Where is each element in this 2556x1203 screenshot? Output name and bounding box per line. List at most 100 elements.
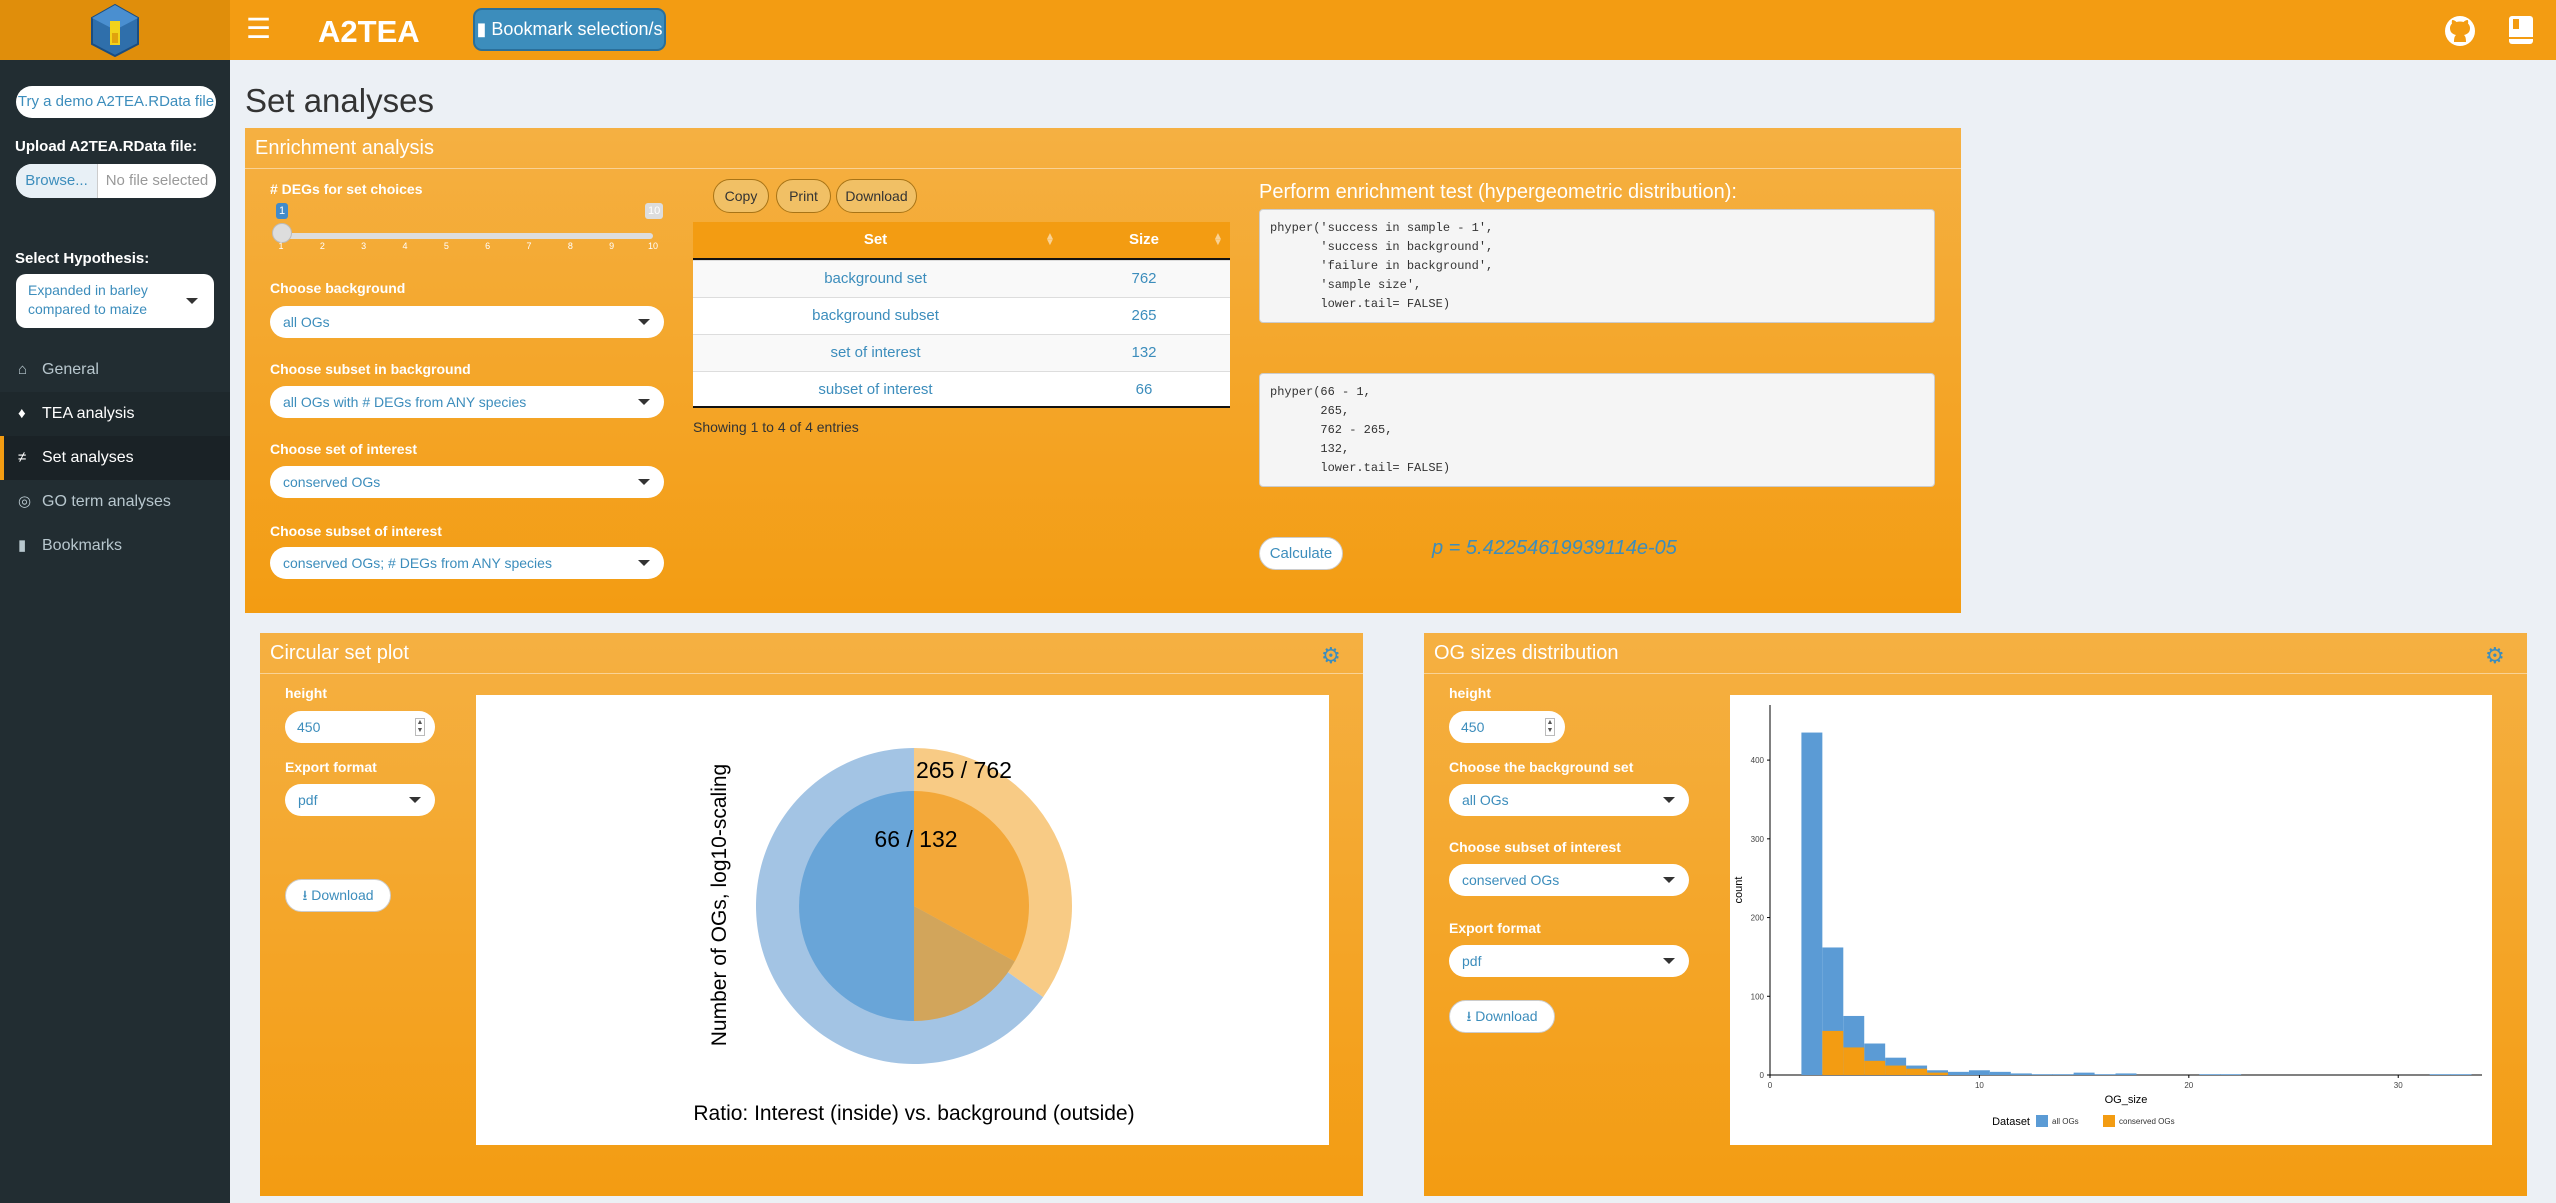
inner-overlap-slice xyxy=(914,906,1015,1021)
box-divider xyxy=(245,168,1961,169)
demo-file-button[interactable]: Try a demo A2TEA.RData file xyxy=(16,86,216,118)
github-icon[interactable] xyxy=(2444,15,2476,47)
box-divider xyxy=(1424,673,2527,674)
chevron-down-icon xyxy=(1663,797,1675,803)
chevron-down-icon xyxy=(638,399,650,405)
column-header-set[interactable]: Set xyxy=(863,231,888,248)
select-value: pdf xyxy=(298,792,318,808)
calculate-button[interactable]: Calculate xyxy=(1259,537,1343,570)
gear-icon[interactable]: ⚙ xyxy=(2485,643,2505,668)
y-tick-label: 200 xyxy=(1751,914,1765,923)
histogram-bar xyxy=(1968,1070,1990,1075)
bookmark-icon: ▮ xyxy=(476,19,487,39)
menu-item-set-analyses[interactable]: ≠ Set analyses xyxy=(0,436,230,480)
column-header-size[interactable]: Size xyxy=(1128,231,1159,248)
circle-caption: Ratio: Interest (inside) vs. background … xyxy=(693,1102,1134,1125)
hypothesis-select[interactable]: Expanded in barley compared to maize xyxy=(16,274,214,328)
og-download-button[interactable]: ⭳ Download xyxy=(1449,1000,1555,1033)
browse-button[interactable]: Browse... xyxy=(16,164,98,198)
slider-track[interactable] xyxy=(281,233,653,239)
chevron-down-icon xyxy=(409,797,421,803)
export-format-select[interactable]: pdf xyxy=(285,784,435,816)
y-axis-label: count xyxy=(1733,877,1745,904)
sidebar-toggle-icon[interactable]: ☰ xyxy=(246,13,272,44)
cell-size: 762 xyxy=(1131,270,1157,287)
a2tea-logo[interactable] xyxy=(88,3,142,57)
degs-slider[interactable]: 1 10 1 2 3 4 5 6 7 8 9 10 xyxy=(270,181,664,251)
select-value: all OGs xyxy=(283,314,330,330)
print-button[interactable]: Print xyxy=(776,179,831,213)
menu-label: GO term analyses xyxy=(42,493,171,510)
subset-background-select[interactable]: all OGs with # DEGs from ANY species xyxy=(270,386,664,418)
slider-tick-label: 5 xyxy=(443,241,449,251)
book-icon: ▮ xyxy=(18,537,27,554)
code-template: phyper('success in sample - 1', 'success… xyxy=(1259,209,1935,323)
select-value: conserved OGs; # DEGs from ANY species xyxy=(283,555,552,571)
download-label: Download xyxy=(1475,1008,1538,1024)
logo-area xyxy=(0,0,230,60)
menu-item-tea-analysis[interactable]: ♦ TEA analysis xyxy=(0,392,230,436)
slider-handle[interactable] xyxy=(272,223,292,243)
code-filled: phyper(66 - 1, 265, 762 - 265, 132, lowe… xyxy=(1259,373,1935,487)
copy-button[interactable]: Copy xyxy=(713,179,769,213)
height-input[interactable]: 450 ▲ ▼ xyxy=(285,711,435,743)
app-title: A2TEA xyxy=(318,14,420,49)
og-export-label: Export format xyxy=(1449,920,1541,936)
legend-title: Dataset xyxy=(1992,1116,2030,1128)
background-label: Choose background xyxy=(270,280,406,296)
table-row: background subset 265 xyxy=(693,297,1230,334)
chevron-down-icon xyxy=(638,560,650,566)
cell-size: 66 xyxy=(1135,381,1153,398)
spinner-icon[interactable]: ▲ ▼ xyxy=(415,718,425,736)
menu-item-go-term-analyses[interactable]: ◎ GO term analyses xyxy=(0,480,230,524)
menu-item-bookmarks[interactable]: ▮ Bookmarks xyxy=(0,524,230,568)
spinner-icon[interactable]: ▲ ▼ xyxy=(1545,718,1555,736)
histogram-bar xyxy=(1822,1030,1844,1075)
circular-set-plot: Number of OGs, log10-scaling 265 / 762 6… xyxy=(476,695,1329,1145)
slider-tick-label: 10 xyxy=(647,241,659,251)
sort-icon[interactable]: ▲ ▼ xyxy=(1045,231,1055,248)
cell-set: set of interest xyxy=(830,344,921,361)
inner-ratio-label: 66 / 132 xyxy=(874,826,957,852)
outer-ratio-label: 265 / 762 xyxy=(916,757,1012,783)
og-export-select[interactable]: pdf xyxy=(1449,945,1689,977)
circular-download-button[interactable]: ⭳ Download xyxy=(285,879,391,912)
hypothesis-value-line2: compared to maize xyxy=(28,301,148,317)
slider-max-label: 10 xyxy=(645,203,664,219)
chevron-down-icon xyxy=(638,319,650,325)
og-height-input[interactable]: 450 ▲ ▼ xyxy=(1449,711,1565,743)
background-select[interactable]: all OGs xyxy=(270,306,664,338)
table-info: Showing 1 to 4 of 4 entries xyxy=(693,419,859,435)
set-interest-select[interactable]: conserved OGs xyxy=(270,466,664,498)
histogram-bar xyxy=(1989,1071,2011,1075)
gear-icon[interactable]: ⚙ xyxy=(1321,643,1341,668)
box-title: Enrichment analysis xyxy=(255,137,434,159)
bookmarks-icon[interactable] xyxy=(2508,15,2534,45)
slider-min-label: 1 xyxy=(276,203,289,219)
menu-label: TEA analysis xyxy=(42,405,135,422)
cell-set: background set xyxy=(824,270,927,287)
subset-interest-select[interactable]: conserved OGs; # DEGs from ANY species xyxy=(270,547,664,579)
histogram-bar xyxy=(2429,1074,2451,1075)
select-value: all OGs xyxy=(1462,792,1509,808)
og-sizes-histogram: 0 100 200 300 400 0 10 20 30 OG_size count Dataset a… xyxy=(1730,695,2492,1145)
bookmark-selection-button[interactable]: ▮ Bookmark selection/s xyxy=(473,8,666,51)
og-subset-select[interactable]: conserved OGs xyxy=(1449,864,1689,896)
cell-size: 265 xyxy=(1131,307,1157,324)
subset-background-label: Choose subset in background xyxy=(270,361,471,377)
y-tick-label: 400 xyxy=(1751,756,1765,765)
sort-icon[interactable]: ▲ ▼ xyxy=(1213,231,1223,248)
chevron-down-icon xyxy=(638,479,650,485)
p-value: p = 5.42254619939114e-05 xyxy=(1432,537,1677,559)
menu-label: General xyxy=(42,361,99,378)
download-button[interactable]: Download xyxy=(836,179,917,213)
menu-item-general[interactable]: ⌂ General xyxy=(0,348,230,392)
top-header xyxy=(0,0,2556,60)
x-tick-label: 30 xyxy=(2394,1081,2403,1090)
download-icon: ⭳ xyxy=(302,887,308,903)
histogram-bar xyxy=(2052,1074,2074,1075)
file-upload-input[interactable]: Browse... No file selected xyxy=(16,164,216,198)
og-background-select[interactable]: all OGs xyxy=(1449,784,1689,816)
menu-label: Bookmarks xyxy=(42,537,123,554)
table-header: Set ▲ ▼ Size ▲ ▼ xyxy=(693,222,1230,260)
